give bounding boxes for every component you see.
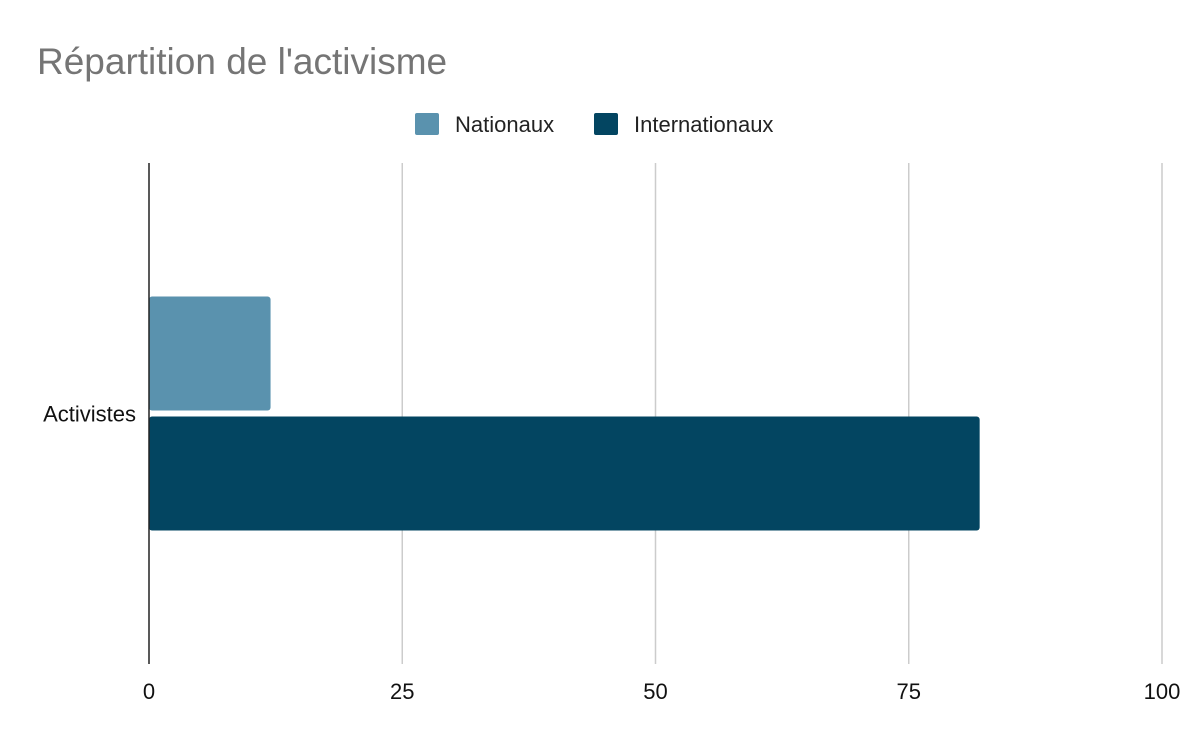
x-tick-label-0: 0 (143, 679, 155, 704)
bars (149, 296, 980, 531)
legend-label-nationaux: Nationaux (455, 112, 554, 137)
category-label-activistes: Activistes (43, 402, 136, 427)
legend: Nationaux Internationaux (415, 112, 773, 137)
category-labels: Activistes (43, 402, 136, 427)
chart-title: Répartition de l'activisme (37, 41, 447, 82)
legend-swatch-nationaux (415, 113, 439, 135)
x-axis-ticks: 0 25 50 75 100 (143, 679, 1180, 704)
bar-nationaux-activistes (149, 296, 271, 411)
x-tick-label-25: 25 (390, 679, 414, 704)
legend-label-internationaux: Internationaux (634, 112, 773, 137)
x-tick-label-50: 50 (643, 679, 667, 704)
x-tick-label-75: 75 (897, 679, 921, 704)
legend-swatch-internationaux (594, 113, 618, 135)
bar-internationaux-activistes (149, 416, 980, 531)
x-tick-label-100: 100 (1144, 679, 1181, 704)
gridlines (401, 163, 1163, 664)
